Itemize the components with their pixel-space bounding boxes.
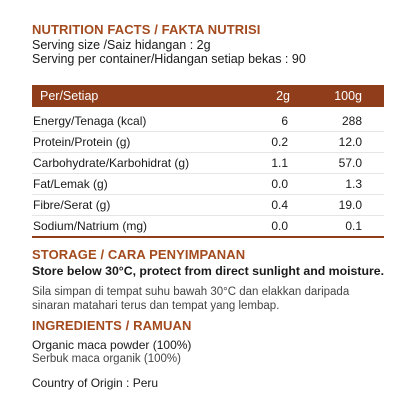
- nutrient-per-serving: 6: [281, 114, 288, 128]
- nutrient-name: Energy/Tenaga (kcal): [33, 114, 147, 128]
- nutrient-per-100g: 1.3: [345, 177, 362, 191]
- country-of-origin: Country of Origin : Peru: [32, 376, 159, 390]
- nutrient-per-serving: 0.0: [271, 177, 288, 191]
- table-bottom-divider: [32, 236, 384, 238]
- ingredients-section: INGREDIENTS / RAMUAN Organic maca powder…: [32, 318, 384, 366]
- nutrient-per-100g: 19.0: [338, 198, 362, 212]
- storage-malay-line2: sinaran matahari terus dan tempat yang l…: [32, 300, 280, 312]
- nutrition-table-header: Per/Setiap 2g 100g: [32, 85, 384, 107]
- nutrient-per-100g: 0.1: [345, 219, 362, 233]
- nutrient-name: Fat/Lemak (g): [33, 177, 108, 191]
- nutrition-title: NUTRITION FACTS / FAKTA NUTRISI: [32, 22, 261, 37]
- storage-english: Store below 30°C, protect from direct su…: [32, 264, 385, 278]
- nutrition-header: NUTRITION FACTS / FAKTA NUTRISI Serving …: [32, 22, 384, 66]
- column-header-100g: 100g: [334, 89, 362, 103]
- ingredients-malay: Serbuk maca organik (100%): [32, 353, 181, 365]
- storage-malay-line1: Sila simpan di tempat suhu bawah 30°C da…: [32, 286, 350, 298]
- column-header-per: Per/Setiap: [40, 89, 99, 103]
- nutrient-per-serving: 0.2: [271, 135, 288, 149]
- serving-per-container: Serving per container/Hidangan setiap be…: [32, 52, 306, 66]
- table-row-fibre: Fibre/Serat (g) 0.4 19.0: [32, 195, 384, 216]
- nutrient-per-serving: 0.4: [271, 198, 288, 212]
- nutrient-per-serving: 1.1: [271, 156, 288, 170]
- nutrient-per-100g: 12.0: [338, 135, 362, 149]
- ingredients-title: INGREDIENTS / RAMUAN: [32, 318, 192, 333]
- nutrient-per-100g: 57.0: [338, 156, 362, 170]
- nutrient-per-serving: 0.0: [271, 219, 288, 233]
- nutrient-per-100g: 288: [341, 114, 362, 128]
- nutrient-name: Carbohydrate/Karbohidrat (g): [33, 156, 190, 170]
- nutrition-table: Per/Setiap 2g 100g Energy/Tenaga (kcal) …: [32, 85, 384, 236]
- table-row-protein: Protein/Protein (g) 0.2 12.0: [32, 132, 384, 153]
- serving-size: Serving size /Saiz hidangan : 2g: [32, 38, 211, 52]
- storage-title: STORAGE / CARA PENYIMPANAN: [32, 247, 246, 262]
- ingredients-english: Organic maca powder (100%): [32, 338, 192, 352]
- nutrient-name: Protein/Protein (g): [33, 135, 131, 149]
- table-row-sodium: Sodium/Natrium (mg) 0.0 0.1: [32, 216, 384, 236]
- table-row-carbohydrate: Carbohydrate/Karbohidrat (g) 1.1 57.0: [32, 153, 384, 174]
- column-header-serving: 2g: [276, 89, 290, 103]
- table-row-fat: Fat/Lemak (g) 0.0 1.3: [32, 174, 384, 195]
- nutrient-name: Sodium/Natrium (mg): [33, 219, 148, 233]
- table-row-energy: Energy/Tenaga (kcal) 6 288: [32, 111, 384, 132]
- nutrient-name: Fibre/Serat (g): [33, 198, 111, 212]
- origin-section: Country of Origin : Peru: [32, 376, 384, 390]
- storage-section: STORAGE / CARA PENYIMPANAN Store below 3…: [32, 247, 384, 313]
